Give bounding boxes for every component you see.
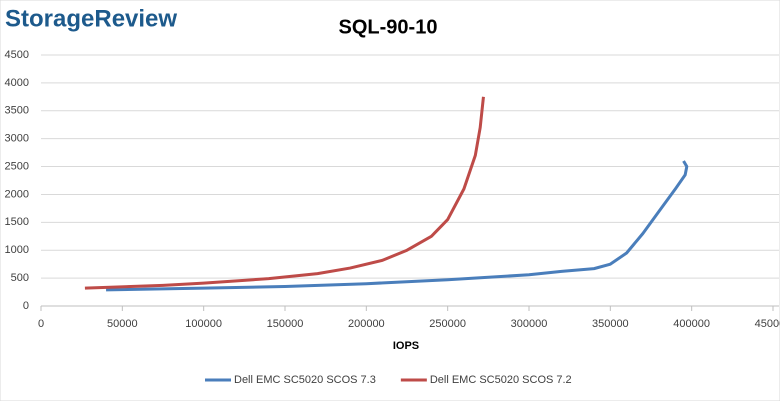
y-tick-label: 3500 (5, 105, 29, 117)
x-tick-label: 100000 (185, 318, 222, 330)
y-tick-label: 0 (23, 300, 29, 312)
brand-logo: StorageReview (5, 5, 177, 32)
y-tick-label: 2000 (5, 188, 29, 200)
x-tick-label: 450000 (755, 318, 780, 330)
y-tick-label: 4500 (5, 49, 29, 61)
y-tick-label: 1500 (5, 216, 29, 228)
x-tick-label: 350000 (592, 318, 629, 330)
x-tick-label: 400000 (673, 318, 710, 330)
y-tick-label: 3000 (5, 133, 29, 145)
x-tick-label: 150000 (267, 318, 304, 330)
series-line (84, 96, 485, 290)
x-tick-label: 200000 (348, 318, 385, 330)
y-tick-label: 1000 (5, 244, 29, 256)
x-tick-label: 250000 (429, 318, 466, 330)
y-tick-label: 500 (11, 272, 29, 284)
x-axis-label: IOPS (393, 340, 419, 352)
legend-label: Dell EMC SC5020 SCOS 7.2 (430, 374, 572, 386)
x-tick-label: 300000 (511, 318, 548, 330)
legend-label: Dell EMC SC5020 SCOS 7.3 (234, 374, 376, 386)
chart-title: SQL-90-10 (339, 16, 438, 38)
series-line (106, 160, 689, 292)
y-tick-label: 4000 (5, 77, 29, 89)
y-tick-label: 2500 (5, 160, 29, 172)
x-tick-label: 0 (38, 318, 44, 330)
x-tick-label: 50000 (107, 318, 138, 330)
